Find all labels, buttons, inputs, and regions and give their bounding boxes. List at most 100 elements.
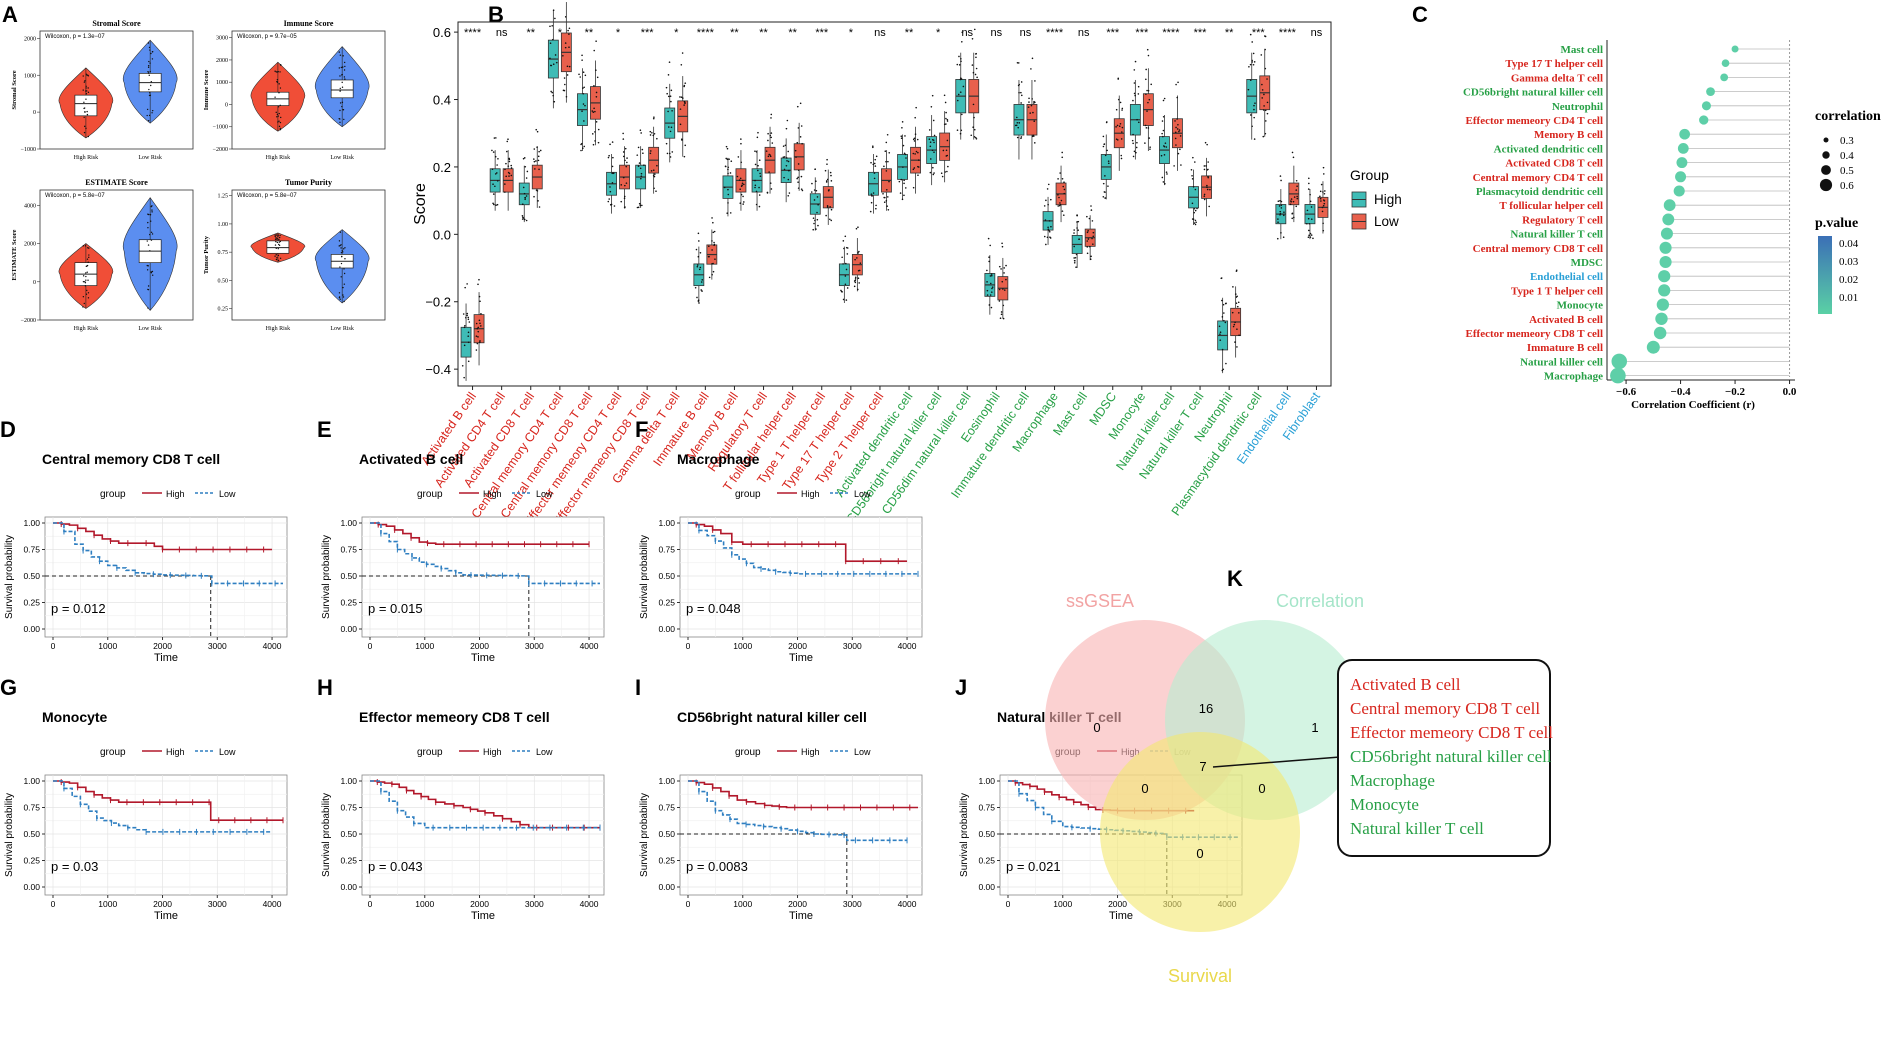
jitter-point xyxy=(1225,362,1227,365)
km-title: Macrophage xyxy=(677,451,760,467)
jitter-point xyxy=(1161,132,1163,135)
outlier-point xyxy=(844,235,847,238)
x-tick-label: 4000 xyxy=(898,641,917,651)
jitter-point xyxy=(1016,116,1018,119)
jitter-point xyxy=(1090,255,1092,258)
jitter-point xyxy=(1262,109,1265,111)
y-tick-label: Type 1 T helper cell xyxy=(1511,285,1603,297)
legend-title: group xyxy=(735,747,761,758)
outlier-point xyxy=(786,119,789,122)
lollipop-dot xyxy=(1677,143,1689,154)
jitter-point xyxy=(942,149,945,152)
jitter-point xyxy=(799,136,802,138)
x-tick-label: 0 xyxy=(1006,899,1011,909)
jitter-point xyxy=(1278,205,1281,207)
jitter-point xyxy=(1176,128,1179,130)
y-tick-label: 0.25 xyxy=(340,856,357,866)
jitter-point xyxy=(342,296,345,298)
jitter-point xyxy=(873,177,876,180)
jitter-point xyxy=(510,167,513,169)
x-tick-label: 0 xyxy=(51,641,56,651)
y-tick-label: 0.50 xyxy=(978,829,995,839)
jitter-point xyxy=(1194,209,1197,212)
y-axis-label: Survival probability xyxy=(639,793,650,877)
jitter-point xyxy=(1249,114,1252,116)
legend-label: 0.3 xyxy=(1840,135,1854,147)
jitter-point xyxy=(990,274,993,277)
jitter-point xyxy=(929,141,932,143)
jitter-point xyxy=(986,281,988,283)
legend-label: 0.02 xyxy=(1839,274,1858,286)
jitter-point xyxy=(667,95,670,98)
jitter-point xyxy=(873,162,876,165)
jitter-point xyxy=(1061,210,1064,212)
jitter-point xyxy=(480,313,482,315)
jitter-point xyxy=(147,307,149,309)
outlier-point xyxy=(1291,151,1294,154)
jitter-point xyxy=(275,71,278,73)
jitter-point xyxy=(1249,79,1252,82)
jitter-point xyxy=(276,257,278,259)
outlier-point xyxy=(756,136,759,139)
jitter-point xyxy=(1033,120,1036,123)
significance-label: ns xyxy=(961,27,973,39)
jitter-point xyxy=(86,271,88,273)
jitter-point xyxy=(464,324,466,327)
x-axis-label: Time xyxy=(154,910,178,922)
jitter-point xyxy=(1045,199,1047,202)
jitter-point xyxy=(870,201,873,204)
jitter-point xyxy=(815,180,817,183)
legend-label: 0.4 xyxy=(1840,150,1854,162)
jitter-point xyxy=(1162,181,1165,183)
legend-label: Low xyxy=(854,747,871,757)
jitter-point xyxy=(1312,237,1314,240)
lollipop-dot xyxy=(1675,171,1687,183)
jitter-point xyxy=(1134,94,1136,97)
jitter-point xyxy=(1146,110,1148,112)
jitter-point xyxy=(769,182,772,184)
jitter-point xyxy=(1089,258,1092,261)
jitter-point xyxy=(274,238,277,240)
legend-label: Low xyxy=(219,489,236,499)
jitter-point xyxy=(1032,111,1034,114)
jitter-point xyxy=(933,141,935,144)
jitter-point xyxy=(991,287,993,290)
jitter-point xyxy=(1277,221,1279,223)
y-tick-label: 1.00 xyxy=(340,518,357,528)
y-tick-label: 1.00 xyxy=(218,222,229,228)
box-high xyxy=(266,240,290,254)
outlier-point xyxy=(1016,61,1019,64)
jitter-point xyxy=(583,86,585,89)
jitter-point xyxy=(339,54,342,56)
jitter-point xyxy=(900,178,903,181)
jitter-point xyxy=(1251,125,1253,128)
jitter-point xyxy=(147,66,150,69)
jitter-point xyxy=(279,240,282,243)
jitter-point xyxy=(150,205,153,208)
outlier-point xyxy=(581,59,583,61)
jitter-point xyxy=(696,264,699,266)
jitter-point xyxy=(340,262,343,265)
jitter-point xyxy=(1223,319,1225,322)
jitter-point xyxy=(754,179,756,182)
outlier-point xyxy=(1192,156,1194,159)
jitter-point xyxy=(730,160,733,162)
jitter-point xyxy=(886,205,889,207)
legend-dot xyxy=(1823,137,1829,143)
stat-label: Wilcoxon, p = 9.7e−05 xyxy=(237,34,297,40)
jitter-point xyxy=(623,195,626,198)
jitter-point xyxy=(1086,240,1089,242)
jitter-point xyxy=(476,327,479,330)
jitter-point xyxy=(496,180,499,182)
jitter-point xyxy=(973,128,976,131)
km-title: Effector memeory CD8 T cell xyxy=(359,709,550,725)
jitter-point xyxy=(626,161,628,164)
jitter-point xyxy=(146,264,148,267)
significance-label: ** xyxy=(730,27,739,39)
jitter-point xyxy=(679,123,682,126)
jitter-point xyxy=(736,175,739,178)
jitter-point xyxy=(887,160,889,163)
jitter-point xyxy=(853,285,856,288)
jitter-point xyxy=(85,293,88,295)
jitter-point xyxy=(638,162,641,164)
